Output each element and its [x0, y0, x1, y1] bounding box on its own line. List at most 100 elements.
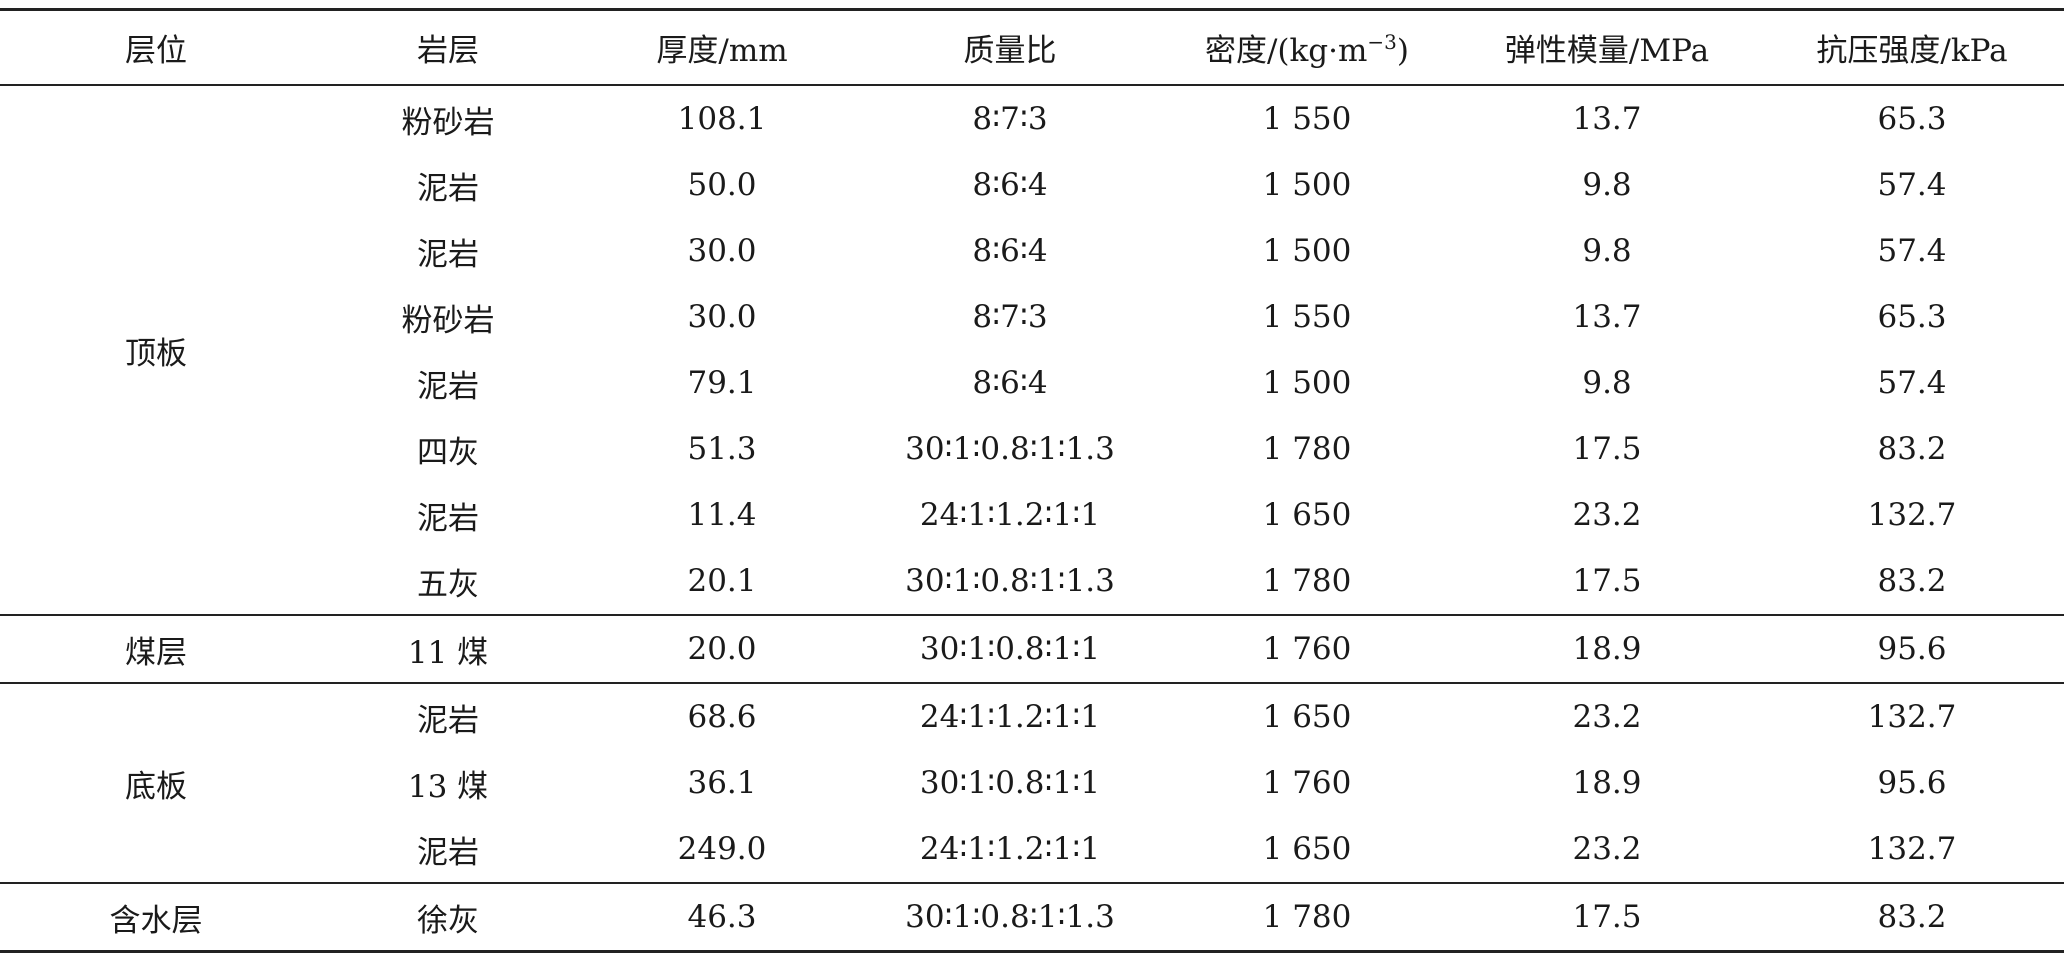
layer-group-cell: 顶板 [0, 85, 312, 616]
rock-cell: 13 煤 [407, 768, 489, 805]
rock-cell: 泥岩 [417, 368, 479, 405]
layer-group-cell: 底板 [0, 683, 312, 884]
mass-ratio-cell: 8∶6∶4 [972, 233, 1048, 269]
thickness-cell: 108.1 [677, 101, 767, 137]
density-cell: 1 780 [1160, 883, 1454, 953]
rock-cell: 11 煤 [312, 615, 584, 684]
table-row: 泥岩 249.0 24∶1∶1.2∶1∶1 1 650 23.2 132.7 [0, 816, 2064, 884]
density-cell: 1 760 [1262, 765, 1352, 801]
header-modulus: 弹性模量/MPa [1454, 8, 1760, 86]
mass-ratio-cell: 24∶1∶1.2∶1∶1 [919, 699, 1101, 735]
density-cell: 1 780 [1262, 431, 1352, 467]
table-row: 泥岩 11.4 24∶1∶1.2∶1∶1 1 650 23.2 132.7 [0, 482, 2064, 548]
thickness-cell: 30.0 [687, 233, 757, 269]
density-cell: 1 760 [1160, 615, 1454, 684]
density-cell: 1 550 [1262, 299, 1352, 335]
header-layer: 层位 [0, 8, 312, 86]
mass-ratio-cell: 24∶1∶1.2∶1∶1 [860, 816, 1160, 884]
modulus-cell: 9.8 [1582, 233, 1632, 269]
rock-cell: 泥岩 [312, 816, 584, 884]
layer-group-cell: 含水层 [0, 883, 312, 953]
header-density-exponent: −3 [1367, 30, 1397, 54]
table-body: 顶板 粉砂岩 108.1 8∶7∶3 1 550 13.7 65.3 泥岩 50.0 8∶6∶4 1… [0, 85, 2064, 953]
header-density: 密度/(kg·m−3) [1160, 8, 1454, 86]
rock-cell: 五灰 [312, 548, 584, 616]
thickness-cell: 11.4 [687, 497, 757, 533]
modulus-cell: 9.8 [1582, 167, 1632, 203]
thickness-cell: 249.0 [584, 816, 860, 884]
modulus-cell: 23.2 [1454, 816, 1760, 884]
mass-ratio-cell: 8∶6∶4 [972, 167, 1048, 203]
strength-cell: 132.7 [1760, 816, 2064, 884]
density-cell: 1 650 [1262, 699, 1352, 735]
table-row: 泥岩 79.1 8∶6∶4 1 500 9.8 57.4 [0, 350, 2064, 416]
rock-cell: 泥岩 [417, 236, 479, 273]
mass-ratio-cell: 8∶6∶4 [972, 365, 1048, 401]
rock-cell: 粉砂岩 [401, 104, 495, 141]
strength-cell: 83.2 [1877, 431, 1947, 467]
strength-cell: 95.6 [1877, 765, 1947, 801]
thickness-cell: 30.0 [687, 299, 757, 335]
rock-cell: 泥岩 [417, 702, 479, 739]
strength-cell: 132.7 [1867, 699, 1957, 735]
strength-cell: 57.4 [1877, 233, 1947, 269]
table-row: 13 煤 36.1 30∶1∶0.8∶1∶1 1 760 18.9 95.6 [0, 750, 2064, 816]
strength-cell: 83.2 [1760, 883, 2064, 953]
density-cell: 1 500 [1262, 233, 1352, 269]
mass-ratio-cell: 30∶1∶0.8∶1∶1 [919, 765, 1101, 801]
rock-cell: 四灰 [417, 434, 479, 471]
modulus-cell: 18.9 [1572, 765, 1642, 801]
mass-ratio-cell: 24∶1∶1.2∶1∶1 [919, 497, 1101, 533]
modulus-cell: 13.7 [1572, 299, 1642, 335]
strength-cell: 95.6 [1760, 615, 2064, 684]
table-row: 底板 泥岩 68.6 24∶1∶1.2∶1∶1 1 650 23.2 132.7 [0, 683, 2064, 884]
modulus-cell: 9.8 [1582, 365, 1632, 401]
strength-cell: 57.4 [1877, 167, 1947, 203]
header-rock: 岩层 [312, 8, 584, 86]
header-strength: 抗压强度/kPa [1760, 8, 2064, 86]
modulus-cell: 23.2 [1572, 497, 1642, 533]
header-density-suffix: ) [1396, 33, 1409, 69]
table-row: 粉砂岩 30.0 8∶7∶3 1 550 13.7 65.3 [0, 284, 2064, 350]
thickness-cell: 46.3 [584, 883, 860, 953]
density-cell: 1 550 [1262, 101, 1352, 137]
table-row: 泥岩 30.0 8∶6∶4 1 500 9.8 57.4 [0, 218, 2064, 284]
strength-cell: 65.3 [1877, 101, 1947, 137]
strength-cell: 57.4 [1877, 365, 1947, 401]
header-row: 层位 岩层 厚度/mm 质量比 密度/(kg·m−3) 弹性模量/MPa 抗压强… [0, 8, 2064, 86]
thickness-cell: 50.0 [687, 167, 757, 203]
rock-cell: 泥岩 [417, 500, 479, 537]
table-row: 五灰 20.1 30∶1∶0.8∶1∶1.3 1 780 17.5 83.2 [0, 548, 2064, 616]
modulus-cell: 18.9 [1454, 615, 1760, 684]
layer-group-cell: 煤层 [0, 615, 312, 684]
modulus-cell: 17.5 [1454, 548, 1760, 616]
strength-cell: 83.2 [1760, 548, 2064, 616]
table-row: 四灰 51.3 30∶1∶0.8∶1∶1.3 1 780 17.5 83.2 [0, 416, 2064, 482]
modulus-cell: 17.5 [1572, 431, 1642, 467]
rock-parameters-table: 层位 岩层 厚度/mm 质量比 密度/(kg·m−3) 弹性模量/MPa 抗压强… [0, 8, 2064, 953]
rock-cell: 粉砂岩 [401, 302, 495, 339]
header-mass-ratio: 质量比 [860, 8, 1160, 86]
mass-ratio-cell: 30∶1∶0.8∶1∶1.3 [905, 431, 1115, 467]
table-row: 煤层 11 煤 20.0 30∶1∶0.8∶1∶1 1 760 18.9 95.6 [0, 615, 2064, 684]
rock-cell: 徐灰 [312, 883, 584, 953]
thickness-cell: 68.6 [687, 699, 757, 735]
density-cell: 1 500 [1262, 167, 1352, 203]
thickness-cell: 79.1 [687, 365, 757, 401]
density-cell: 1 500 [1262, 365, 1352, 401]
header-thickness: 厚度/mm [584, 8, 860, 86]
table-row: 泥岩 50.0 8∶6∶4 1 500 9.8 57.4 [0, 152, 2064, 218]
mass-ratio-cell: 30∶1∶0.8∶1∶1 [860, 615, 1160, 684]
mass-ratio-cell: 8∶7∶3 [972, 299, 1048, 335]
density-cell: 1 650 [1160, 816, 1454, 884]
table-row: 含水层 徐灰 46.3 30∶1∶0.8∶1∶1.3 1 780 17.5 83.2 [0, 883, 2064, 953]
modulus-cell: 23.2 [1572, 699, 1642, 735]
thickness-cell: 36.1 [687, 765, 757, 801]
density-cell: 1 780 [1160, 548, 1454, 616]
mass-ratio-cell: 8∶7∶3 [972, 101, 1048, 137]
thickness-cell: 20.1 [584, 548, 860, 616]
mass-ratio-cell: 30∶1∶0.8∶1∶1.3 [860, 548, 1160, 616]
strength-cell: 132.7 [1867, 497, 1957, 533]
density-cell: 1 650 [1262, 497, 1352, 533]
rock-cell: 泥岩 [417, 170, 479, 207]
